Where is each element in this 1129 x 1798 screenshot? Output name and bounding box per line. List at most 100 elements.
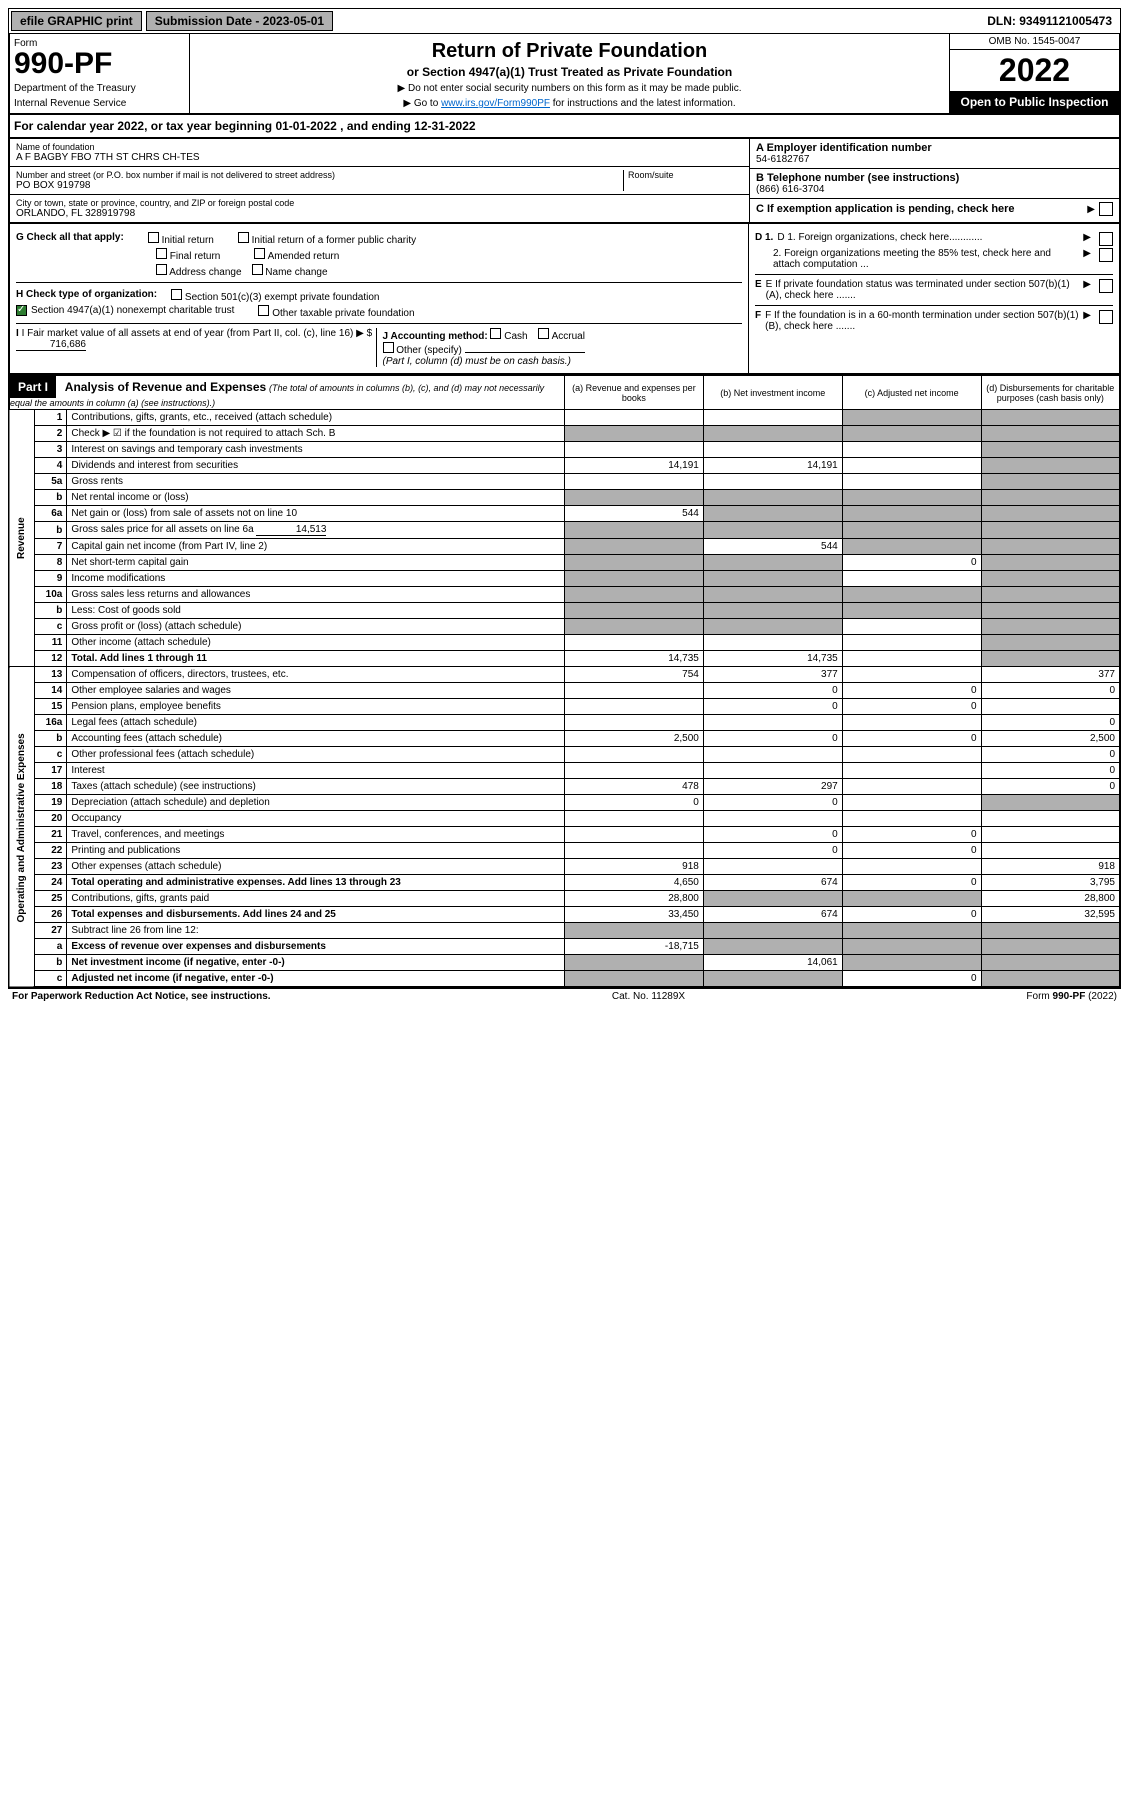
table-cell	[703, 619, 842, 635]
efile-button[interactable]: efile GRAPHIC print	[11, 11, 142, 31]
line-number: 7	[34, 539, 66, 555]
initial-former-checkbox[interactable]	[238, 232, 249, 243]
line-desc: Contributions, gifts, grants, etc., rece…	[67, 410, 565, 426]
table-cell	[564, 442, 703, 458]
initial-return-checkbox[interactable]	[148, 232, 159, 243]
col-b-header: (b) Net investment income	[703, 376, 842, 410]
table-cell	[564, 843, 703, 859]
fmv-value: 716,686	[16, 339, 86, 351]
table-cell	[842, 715, 981, 731]
table-row: 17Interest0	[9, 763, 1120, 779]
submission-date-button[interactable]: Submission Date - 2023-05-01	[146, 11, 333, 31]
form-subtitle: or Section 4947(a)(1) Trust Treated as P…	[194, 65, 945, 79]
cash-checkbox[interactable]	[490, 328, 501, 339]
table-row: cGross profit or (loss) (attach schedule…	[9, 619, 1120, 635]
table-cell	[564, 522, 703, 539]
table-cell: 0	[981, 747, 1120, 763]
table-cell	[981, 539, 1120, 555]
table-cell: 674	[703, 907, 842, 923]
table-row: 25Contributions, gifts, grants paid28,80…	[9, 891, 1120, 907]
table-row: 12Total. Add lines 1 through 1114,73514,…	[9, 651, 1120, 667]
table-cell	[981, 522, 1120, 539]
table-cell	[842, 795, 981, 811]
line-number: 25	[34, 891, 66, 907]
line-desc: Adjusted net income (if negative, enter …	[67, 971, 565, 988]
table-cell	[842, 859, 981, 875]
table-cell: 0	[981, 715, 1120, 731]
col-a-header: (a) Revenue and expenses per books	[564, 376, 703, 410]
exemption-checkbox[interactable]	[1099, 202, 1113, 216]
table-cell	[703, 939, 842, 955]
table-cell	[842, 522, 981, 539]
table-cell: 297	[703, 779, 842, 795]
line-desc: Interest on savings and temporary cash i…	[67, 442, 565, 458]
table-cell: 2,500	[564, 731, 703, 747]
line-desc: Net rental income or (loss)	[67, 490, 565, 506]
line-number: a	[34, 939, 66, 955]
table-cell: 32,595	[981, 907, 1120, 923]
d2-checkbox[interactable]	[1099, 248, 1113, 262]
table-cell	[842, 474, 981, 490]
address-change-checkbox[interactable]	[156, 264, 167, 275]
line-desc: Other professional fees (attach schedule…	[67, 747, 565, 763]
e-row: E E If private foundation status was ter…	[755, 279, 1113, 301]
d1-checkbox[interactable]	[1099, 232, 1113, 246]
line-number: 3	[34, 442, 66, 458]
table-cell: 0	[842, 843, 981, 859]
table-cell	[564, 811, 703, 827]
table-cell: 0	[842, 971, 981, 988]
table-row: 2Check ▶ ☑ if the foundation is not requ…	[9, 426, 1120, 442]
table-cell	[842, 458, 981, 474]
line-number: 22	[34, 843, 66, 859]
table-cell	[842, 923, 981, 939]
line-desc: Contributions, gifts, grants paid	[67, 891, 565, 907]
col-d-header: (d) Disbursements for charitable purpose…	[981, 376, 1120, 410]
final-return-checkbox[interactable]	[156, 248, 167, 259]
line-number: 1	[34, 410, 66, 426]
name-change-checkbox[interactable]	[252, 264, 263, 275]
table-row: bNet rental income or (loss)	[9, 490, 1120, 506]
table-row: 10aGross sales less returns and allowanc…	[9, 587, 1120, 603]
f-checkbox[interactable]	[1099, 310, 1113, 324]
amended-checkbox[interactable]	[254, 248, 265, 259]
other-method-checkbox[interactable]	[383, 342, 394, 353]
table-row: 21Travel, conferences, and meetings00	[9, 827, 1120, 843]
table-cell	[842, 410, 981, 426]
table-cell	[703, 811, 842, 827]
table-row: 23Other expenses (attach schedule)918918	[9, 859, 1120, 875]
table-cell	[842, 587, 981, 603]
table-cell	[981, 923, 1120, 939]
part1-header: Part I	[10, 376, 56, 398]
table-cell: 0	[842, 555, 981, 571]
other-taxable-checkbox[interactable]	[258, 305, 269, 316]
table-cell: 3,795	[981, 875, 1120, 891]
header-right: OMB No. 1545-0047 2022 Open to Public In…	[949, 34, 1119, 113]
line-desc: Other employee salaries and wages	[67, 683, 565, 699]
table-cell	[564, 715, 703, 731]
g-row: G Check all that apply: Initial return I…	[16, 232, 742, 246]
line-desc: Gross rents	[67, 474, 565, 490]
table-cell	[703, 571, 842, 587]
side-label: Revenue	[9, 410, 34, 667]
501c3-checkbox[interactable]	[171, 289, 182, 300]
table-cell: 14,735	[703, 651, 842, 667]
4947-checkbox[interactable]	[16, 305, 27, 316]
line-desc: Travel, conferences, and meetings	[67, 827, 565, 843]
calendar-year-row: For calendar year 2022, or tax year begi…	[8, 115, 1121, 139]
table-cell	[703, 971, 842, 988]
table-row: bLess: Cost of goods sold	[9, 603, 1120, 619]
table-cell: 2,500	[981, 731, 1120, 747]
accrual-checkbox[interactable]	[538, 328, 549, 339]
table-cell	[981, 442, 1120, 458]
irs-link[interactable]: www.irs.gov/Form990PF	[441, 98, 550, 109]
table-cell	[703, 603, 842, 619]
table-row: Revenue1Contributions, gifts, grants, et…	[9, 410, 1120, 426]
table-row: bAccounting fees (attach schedule)2,5000…	[9, 731, 1120, 747]
line-desc: Compensation of officers, directors, tru…	[67, 667, 565, 683]
name-cell: Name of foundation A F BAGBY FBO 7TH ST …	[10, 139, 749, 167]
e-checkbox[interactable]	[1099, 279, 1113, 293]
line-desc: Net gain or (loss) from sale of assets n…	[67, 506, 565, 522]
table-cell: 377	[703, 667, 842, 683]
line-number: 19	[34, 795, 66, 811]
line-desc: Interest	[67, 763, 565, 779]
